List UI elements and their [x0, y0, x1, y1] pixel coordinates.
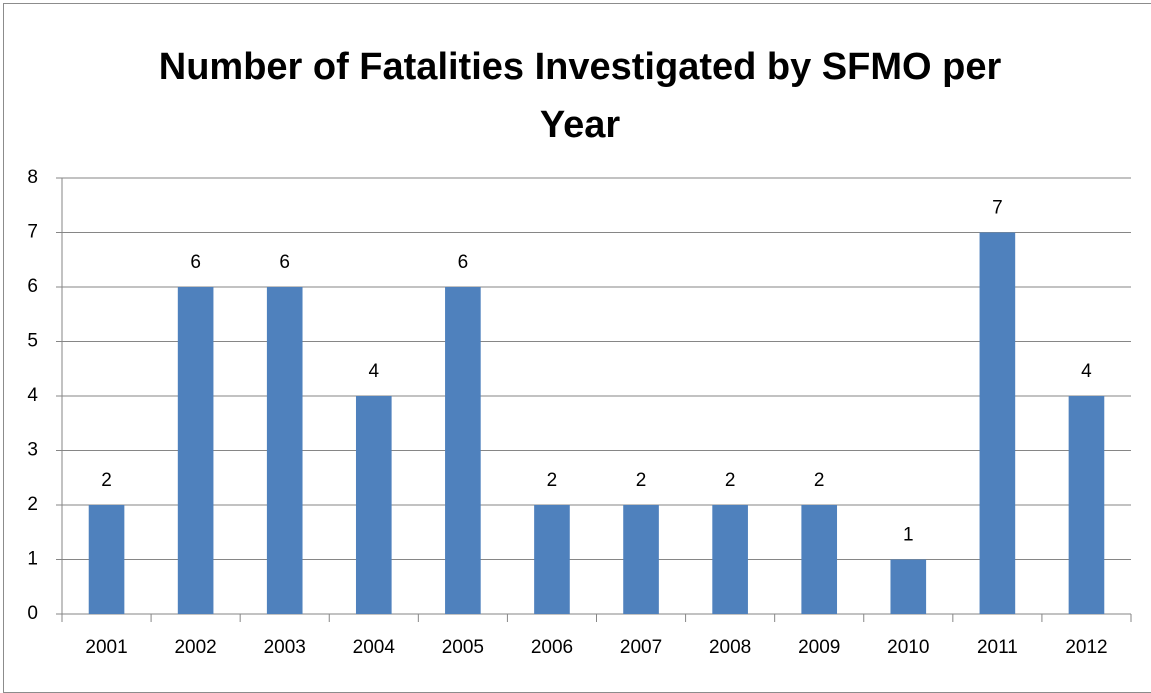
x-tick-label: 2003 — [264, 637, 306, 658]
bar — [355, 396, 392, 614]
bar — [801, 505, 838, 614]
x-tick-label: 2009 — [798, 637, 840, 658]
data-label: 2 — [547, 470, 558, 491]
x-tick-label: 2007 — [620, 637, 662, 658]
bar — [623, 505, 659, 614]
data-label: 2 — [636, 470, 647, 491]
y-tick-label: 1 — [27, 549, 38, 570]
y-tick-label: 5 — [27, 331, 38, 352]
x-tick-label: 2008 — [709, 637, 751, 658]
y-tick-label: 7 — [27, 222, 38, 243]
y-tick-label: 3 — [27, 440, 38, 461]
data-label: 6 — [458, 252, 469, 273]
bar — [266, 287, 303, 614]
data-label: 4 — [369, 361, 380, 382]
data-label: 2 — [725, 470, 736, 491]
x-tick-label: 2004 — [353, 637, 396, 658]
bar — [1068, 396, 1105, 614]
data-label: 6 — [279, 252, 290, 273]
data-label: 4 — [1081, 361, 1092, 382]
x-tick-label: 2012 — [1065, 637, 1107, 658]
bar — [979, 232, 1016, 614]
bar — [534, 505, 570, 614]
x-tick-label: 2002 — [174, 637, 216, 658]
x-tick-label: 2010 — [887, 637, 929, 658]
bar — [890, 559, 927, 614]
y-tick-label: 4 — [27, 385, 38, 406]
data-label: 1 — [903, 525, 914, 546]
x-tick-label: 2006 — [531, 637, 573, 658]
y-tick-label: 6 — [27, 276, 38, 297]
page: Number of Fatalities Investigated by SFM… — [3, 3, 1151, 693]
y-tick-label: 2 — [27, 494, 38, 515]
bar — [712, 505, 748, 614]
data-label: 2 — [814, 470, 825, 491]
x-tick-label: 2005 — [442, 637, 484, 658]
bar — [88, 505, 125, 614]
bar — [445, 287, 481, 614]
y-tick-label: 0 — [27, 603, 38, 624]
chart: 0 1 2 3 4 5 6 7 8 2001 2 2002 6 2003 6 2004 4 2005 6 2006 2 2… — [27, 167, 1132, 658]
bar — [177, 287, 214, 614]
data-label: 6 — [190, 252, 201, 273]
data-label: 2 — [101, 470, 112, 491]
chart-title: Number of Fatalities Investigated by SFM… — [158, 46, 1002, 146]
x-tick-label: 2011 — [977, 637, 1018, 658]
data-label: 7 — [992, 198, 1003, 219]
x-tick-label: 2001 — [85, 637, 127, 658]
y-tick-label: 8 — [27, 167, 38, 188]
